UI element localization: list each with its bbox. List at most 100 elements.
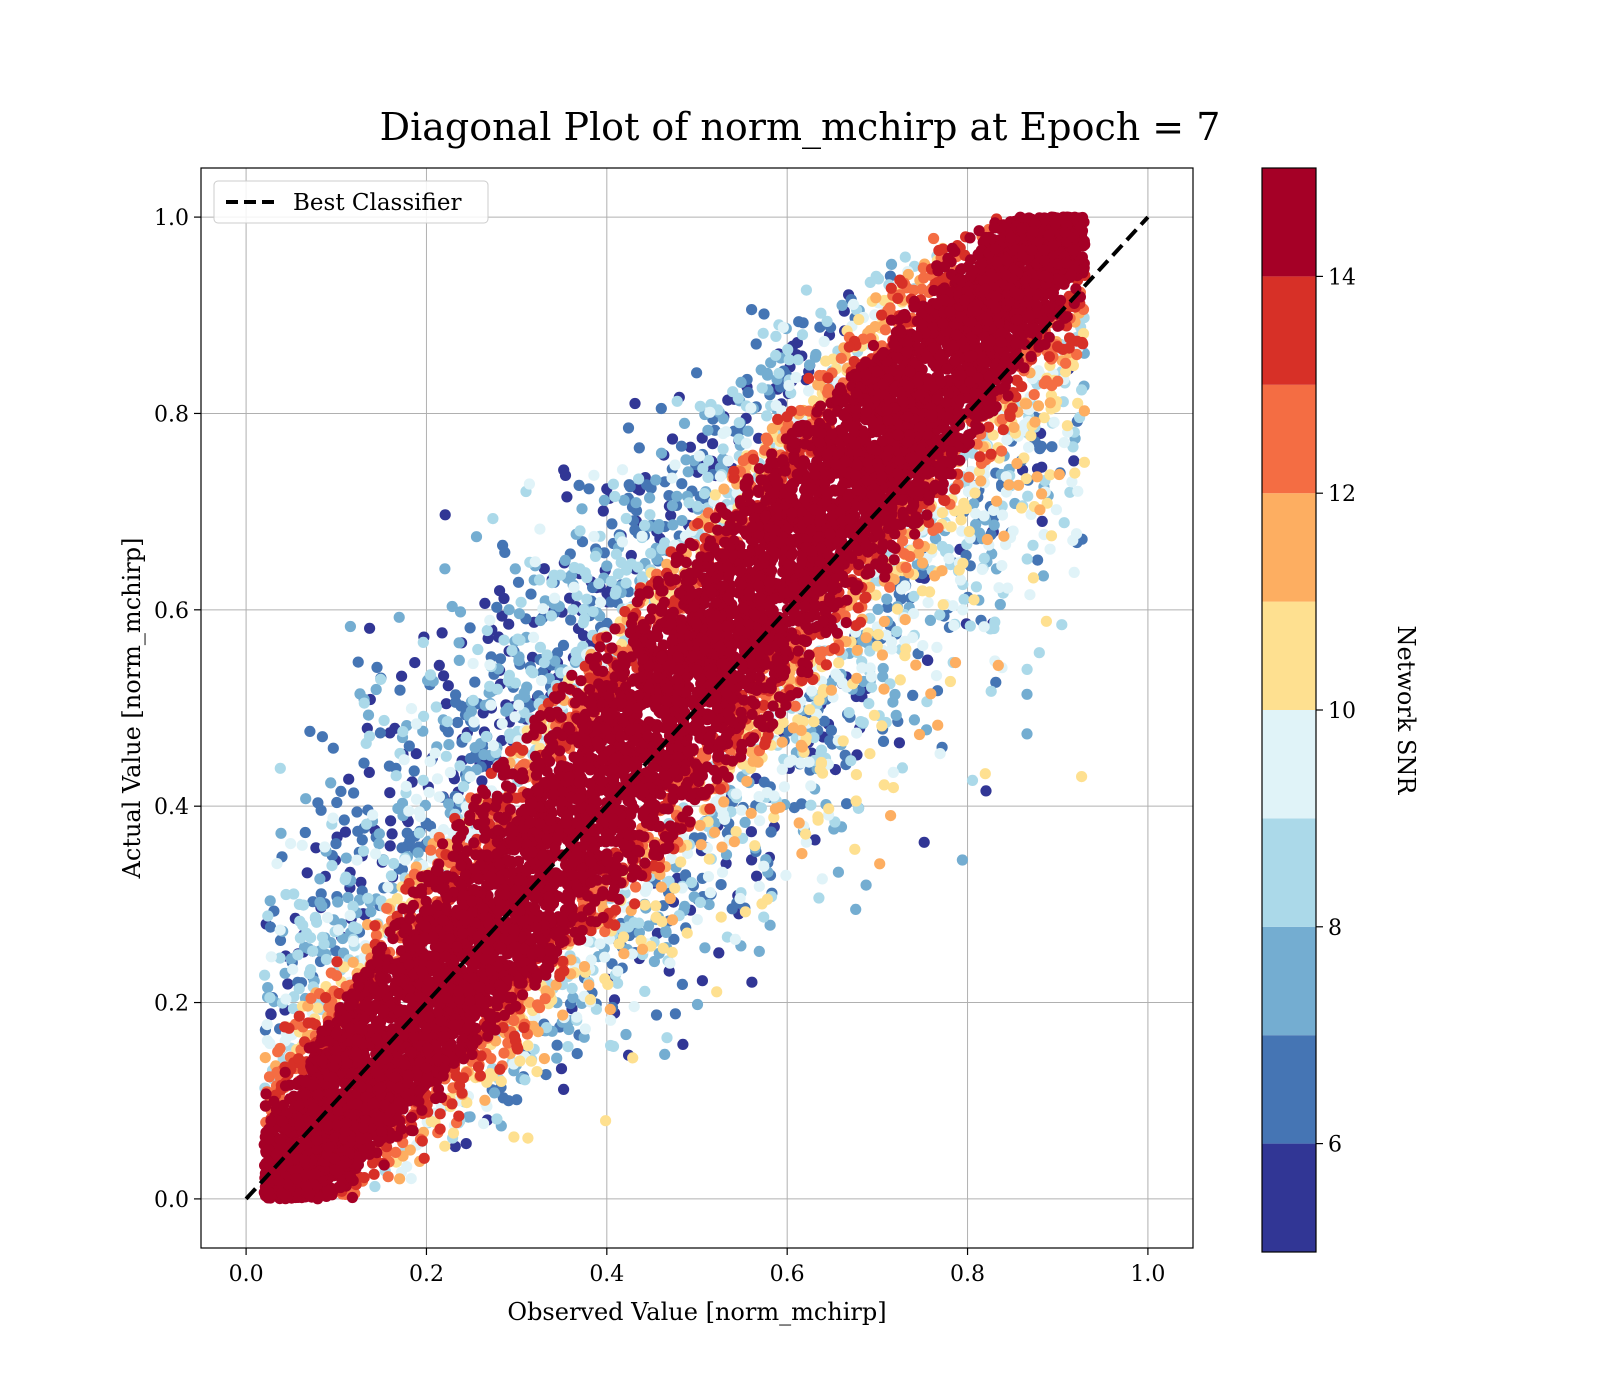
scatter-point: [513, 608, 526, 620]
scatter-point: [885, 282, 897, 294]
scatter-point: [518, 687, 530, 699]
scatter-point: [981, 533, 994, 546]
scatter-point: [1078, 456, 1090, 468]
scatter-point: [918, 836, 930, 848]
scatter-point: [271, 858, 283, 870]
scatter-point: [733, 417, 745, 429]
scatter-point: [753, 945, 765, 958]
scatter-point: [385, 870, 397, 882]
scatter-point: [893, 737, 906, 749]
scatter-point: [704, 803, 716, 815]
scatter-point: [773, 367, 785, 379]
scatter-point: [1003, 479, 1015, 491]
scatter-point: [881, 593, 893, 605]
scatter-point: [1021, 553, 1033, 565]
scatter-point: [1025, 350, 1037, 363]
scatter-point: [351, 806, 363, 818]
scatter-point: [924, 586, 936, 598]
scatter-point: [653, 519, 665, 531]
scatter-point: [720, 857, 732, 870]
scatter-point: [1021, 688, 1033, 700]
scatter-point: [655, 447, 668, 459]
scatter-point: [892, 292, 904, 304]
scatter-point: [280, 993, 292, 1005]
scatter-point: [577, 630, 590, 642]
scatter-point: [301, 867, 313, 879]
scatter-point: [388, 857, 400, 870]
scatter-point: [1033, 647, 1045, 659]
scatter-point: [1023, 441, 1035, 453]
scatter-point: [734, 892, 746, 905]
scatter-point: [894, 674, 906, 686]
scatter-point: [630, 497, 642, 509]
scatter-point: [711, 986, 723, 998]
scatter-point: [393, 611, 405, 623]
scatter-point: [300, 793, 312, 805]
scatter-point: [546, 577, 558, 589]
scatter-point: [362, 709, 375, 721]
scatter-point: [429, 747, 441, 759]
scatter-point: [481, 624, 493, 637]
scatter-point: [609, 904, 622, 916]
scatter-point: [833, 657, 845, 669]
scatter-point: [825, 724, 838, 737]
scatter-point: [576, 536, 589, 548]
scatter-point: [843, 707, 855, 719]
scatter-point: [404, 835, 416, 847]
scatter-point: [312, 1002, 324, 1014]
scatter-point: [476, 775, 488, 787]
scatter-point: [877, 735, 890, 748]
scatter-point: [702, 471, 714, 483]
scatter-point: [1046, 441, 1058, 453]
scatter-point: [534, 523, 546, 535]
scatter-point: [716, 841, 728, 853]
scatter-point: [899, 251, 911, 263]
scatter-point: [776, 763, 788, 776]
scatter-point: [468, 716, 480, 728]
scatter-point: [803, 385, 815, 397]
scatter-point: [887, 766, 899, 779]
scatter-point: [994, 598, 1006, 611]
scatter-point: [518, 1021, 530, 1034]
scatter-point: [440, 698, 452, 710]
scatter-point: [996, 445, 1008, 457]
scatter-point: [865, 671, 878, 683]
scatter-point: [804, 704, 816, 716]
scatter-point: [467, 694, 479, 707]
scatter-point: [397, 726, 409, 738]
scatter-point: [988, 519, 1000, 531]
scatter-point: [499, 546, 511, 559]
scatter-point: [566, 982, 578, 995]
scatter-point: [758, 860, 770, 872]
scatter-point: [666, 914, 679, 926]
scatter-point: [525, 588, 537, 600]
scatter-point: [675, 440, 688, 452]
scatter-point: [1058, 437, 1070, 449]
scatter-point: [776, 736, 788, 748]
scatter-point: [264, 921, 277, 933]
scatter-point: [761, 787, 773, 799]
scatter-point: [503, 604, 515, 616]
scatter-point: [272, 1046, 284, 1058]
scatter-point: [921, 654, 934, 666]
scatter-point: [851, 644, 863, 656]
scatter-point: [382, 1171, 394, 1183]
scatter-point: [509, 563, 521, 575]
scatter-point: [879, 324, 892, 336]
scatter-point: [410, 718, 422, 730]
scatter-point: [616, 464, 629, 476]
scatter-point: [818, 715, 830, 727]
scatter-point: [551, 1052, 563, 1064]
scatter-point: [891, 603, 904, 615]
scatter-point: [650, 900, 662, 912]
scatter-point: [358, 757, 370, 769]
scatter-point: [522, 1132, 534, 1144]
scatter-point: [416, 1104, 428, 1116]
scatter-point: [605, 1014, 617, 1026]
scatter-point: [593, 578, 605, 590]
scatter-point: [729, 933, 742, 946]
scatter-point: [805, 780, 817, 792]
scatter-point: [469, 742, 481, 754]
scatter-point: [718, 483, 730, 495]
scatter-point: [639, 519, 651, 532]
